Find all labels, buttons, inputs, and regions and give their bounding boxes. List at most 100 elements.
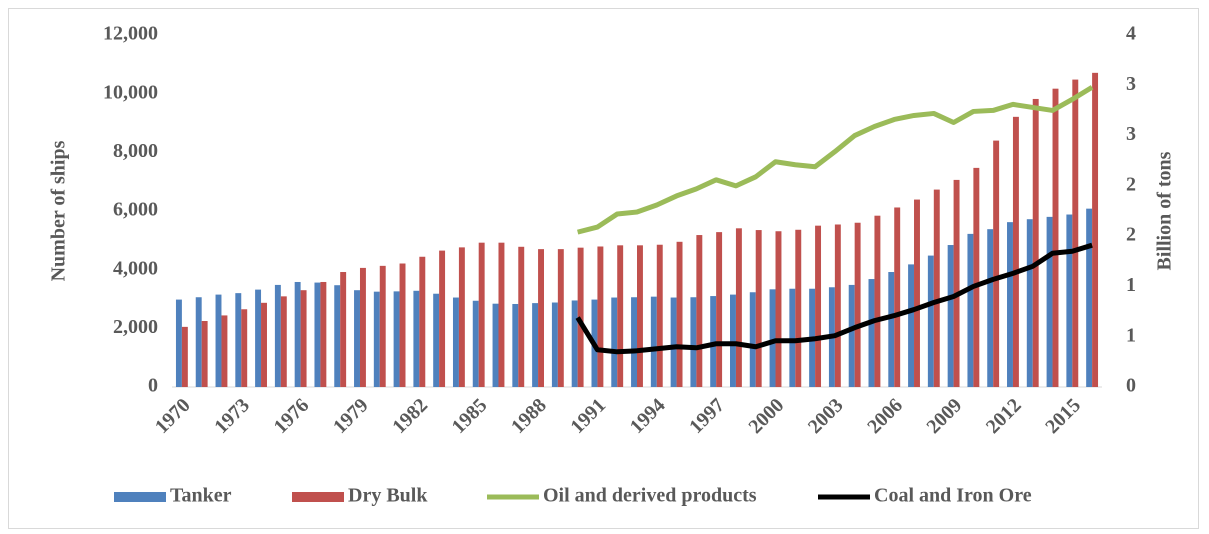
bar [492, 303, 499, 387]
bar [611, 297, 618, 387]
legend-swatch [292, 492, 344, 502]
bar [637, 245, 643, 387]
bar [749, 292, 756, 387]
legend-label: Coal and Iron Ore [874, 485, 1032, 507]
x-tick-label: 2000 [744, 394, 788, 438]
bar [953, 179, 960, 387]
bar [933, 189, 940, 387]
bar [181, 326, 188, 387]
x-tick-label: 1976 [270, 394, 314, 438]
bar [498, 242, 505, 387]
legend-label: Tanker [170, 485, 232, 507]
x-tick-label: 1970 [151, 394, 195, 438]
bar [676, 241, 683, 387]
bar [280, 296, 287, 387]
bar [577, 247, 584, 387]
bar [195, 297, 202, 387]
bar [815, 225, 822, 387]
bar [320, 281, 327, 387]
y2-tick-label: 3 [1126, 123, 1136, 145]
bar [472, 300, 479, 387]
bar [927, 255, 934, 387]
x-tick-label: 1973 [210, 394, 254, 438]
bar [789, 288, 796, 387]
bar [399, 263, 406, 387]
x-tick-label: 1979 [329, 394, 373, 438]
bar [458, 247, 465, 387]
x-tick-label: 1982 [388, 394, 432, 438]
y2-tick-label: 4 [1126, 23, 1136, 45]
line [577, 85, 1094, 235]
bar [1046, 216, 1053, 387]
bar [775, 231, 782, 387]
bar [518, 246, 525, 387]
bar [650, 296, 657, 387]
bar [730, 294, 736, 387]
bar [334, 285, 341, 387]
bar [888, 272, 895, 387]
line [575, 242, 1093, 355]
y-tick-label: 12,000 [103, 23, 158, 45]
x-tick-label: 2012 [982, 394, 1026, 438]
bar [314, 282, 321, 387]
y-tick-label: 8,000 [113, 140, 158, 162]
bar [690, 297, 697, 387]
bar [413, 290, 420, 387]
bar [452, 297, 459, 387]
x-tick-label: 1988 [507, 394, 551, 438]
y-axis-title: Number of ships [48, 140, 70, 281]
bar [439, 250, 446, 387]
bar [512, 303, 519, 387]
bar [1012, 116, 1019, 387]
bar [201, 321, 208, 387]
y2-tick-label: 2 [1126, 173, 1136, 195]
bar [571, 300, 578, 387]
bar [894, 207, 901, 387]
bar [215, 294, 222, 387]
bar [373, 291, 380, 387]
y2-axis-title: Billion of tons [1154, 151, 1176, 270]
bar [274, 284, 281, 387]
legend-label: Dry Bulk [348, 485, 428, 507]
y2-tick-label: 1 [1126, 274, 1136, 296]
legend-label: Oil and derived products [543, 485, 757, 507]
bar [716, 232, 723, 387]
bar [478, 242, 485, 387]
bar [908, 264, 915, 387]
bar [696, 235, 703, 387]
bar [993, 140, 1000, 387]
bar [914, 199, 920, 387]
y-tick-label: 2,000 [113, 316, 158, 338]
bar [255, 289, 262, 387]
bar [359, 267, 366, 387]
bar [393, 291, 400, 387]
bar [868, 279, 875, 387]
bar [1052, 88, 1059, 388]
x-tick-label: 2015 [1041, 394, 1085, 438]
bar [656, 244, 663, 387]
x-tick-label: 2003 [804, 394, 848, 438]
bar [1072, 79, 1079, 387]
bar [175, 299, 182, 387]
bar [973, 167, 980, 387]
y-tick-label: 10,000 [103, 81, 158, 103]
y2-tick-label: 3 [1126, 73, 1136, 95]
bar [294, 281, 301, 387]
x-tick-label: 1991 [566, 394, 610, 438]
bar [354, 290, 360, 387]
bar [235, 293, 242, 387]
chart-frame [8, 8, 1199, 529]
x-tick-label: 1994 [626, 394, 670, 438]
bar [735, 228, 742, 387]
bar [300, 290, 307, 387]
bar [617, 245, 624, 387]
y-tick-label: 0 [148, 375, 158, 397]
y2-tick-label: 0 [1126, 375, 1136, 397]
bar [967, 233, 974, 387]
bar [834, 224, 841, 387]
bar [221, 315, 228, 387]
x-tick-label: 2009 [923, 394, 967, 438]
y2-tick-label: 1 [1126, 324, 1136, 346]
bar [261, 302, 267, 387]
